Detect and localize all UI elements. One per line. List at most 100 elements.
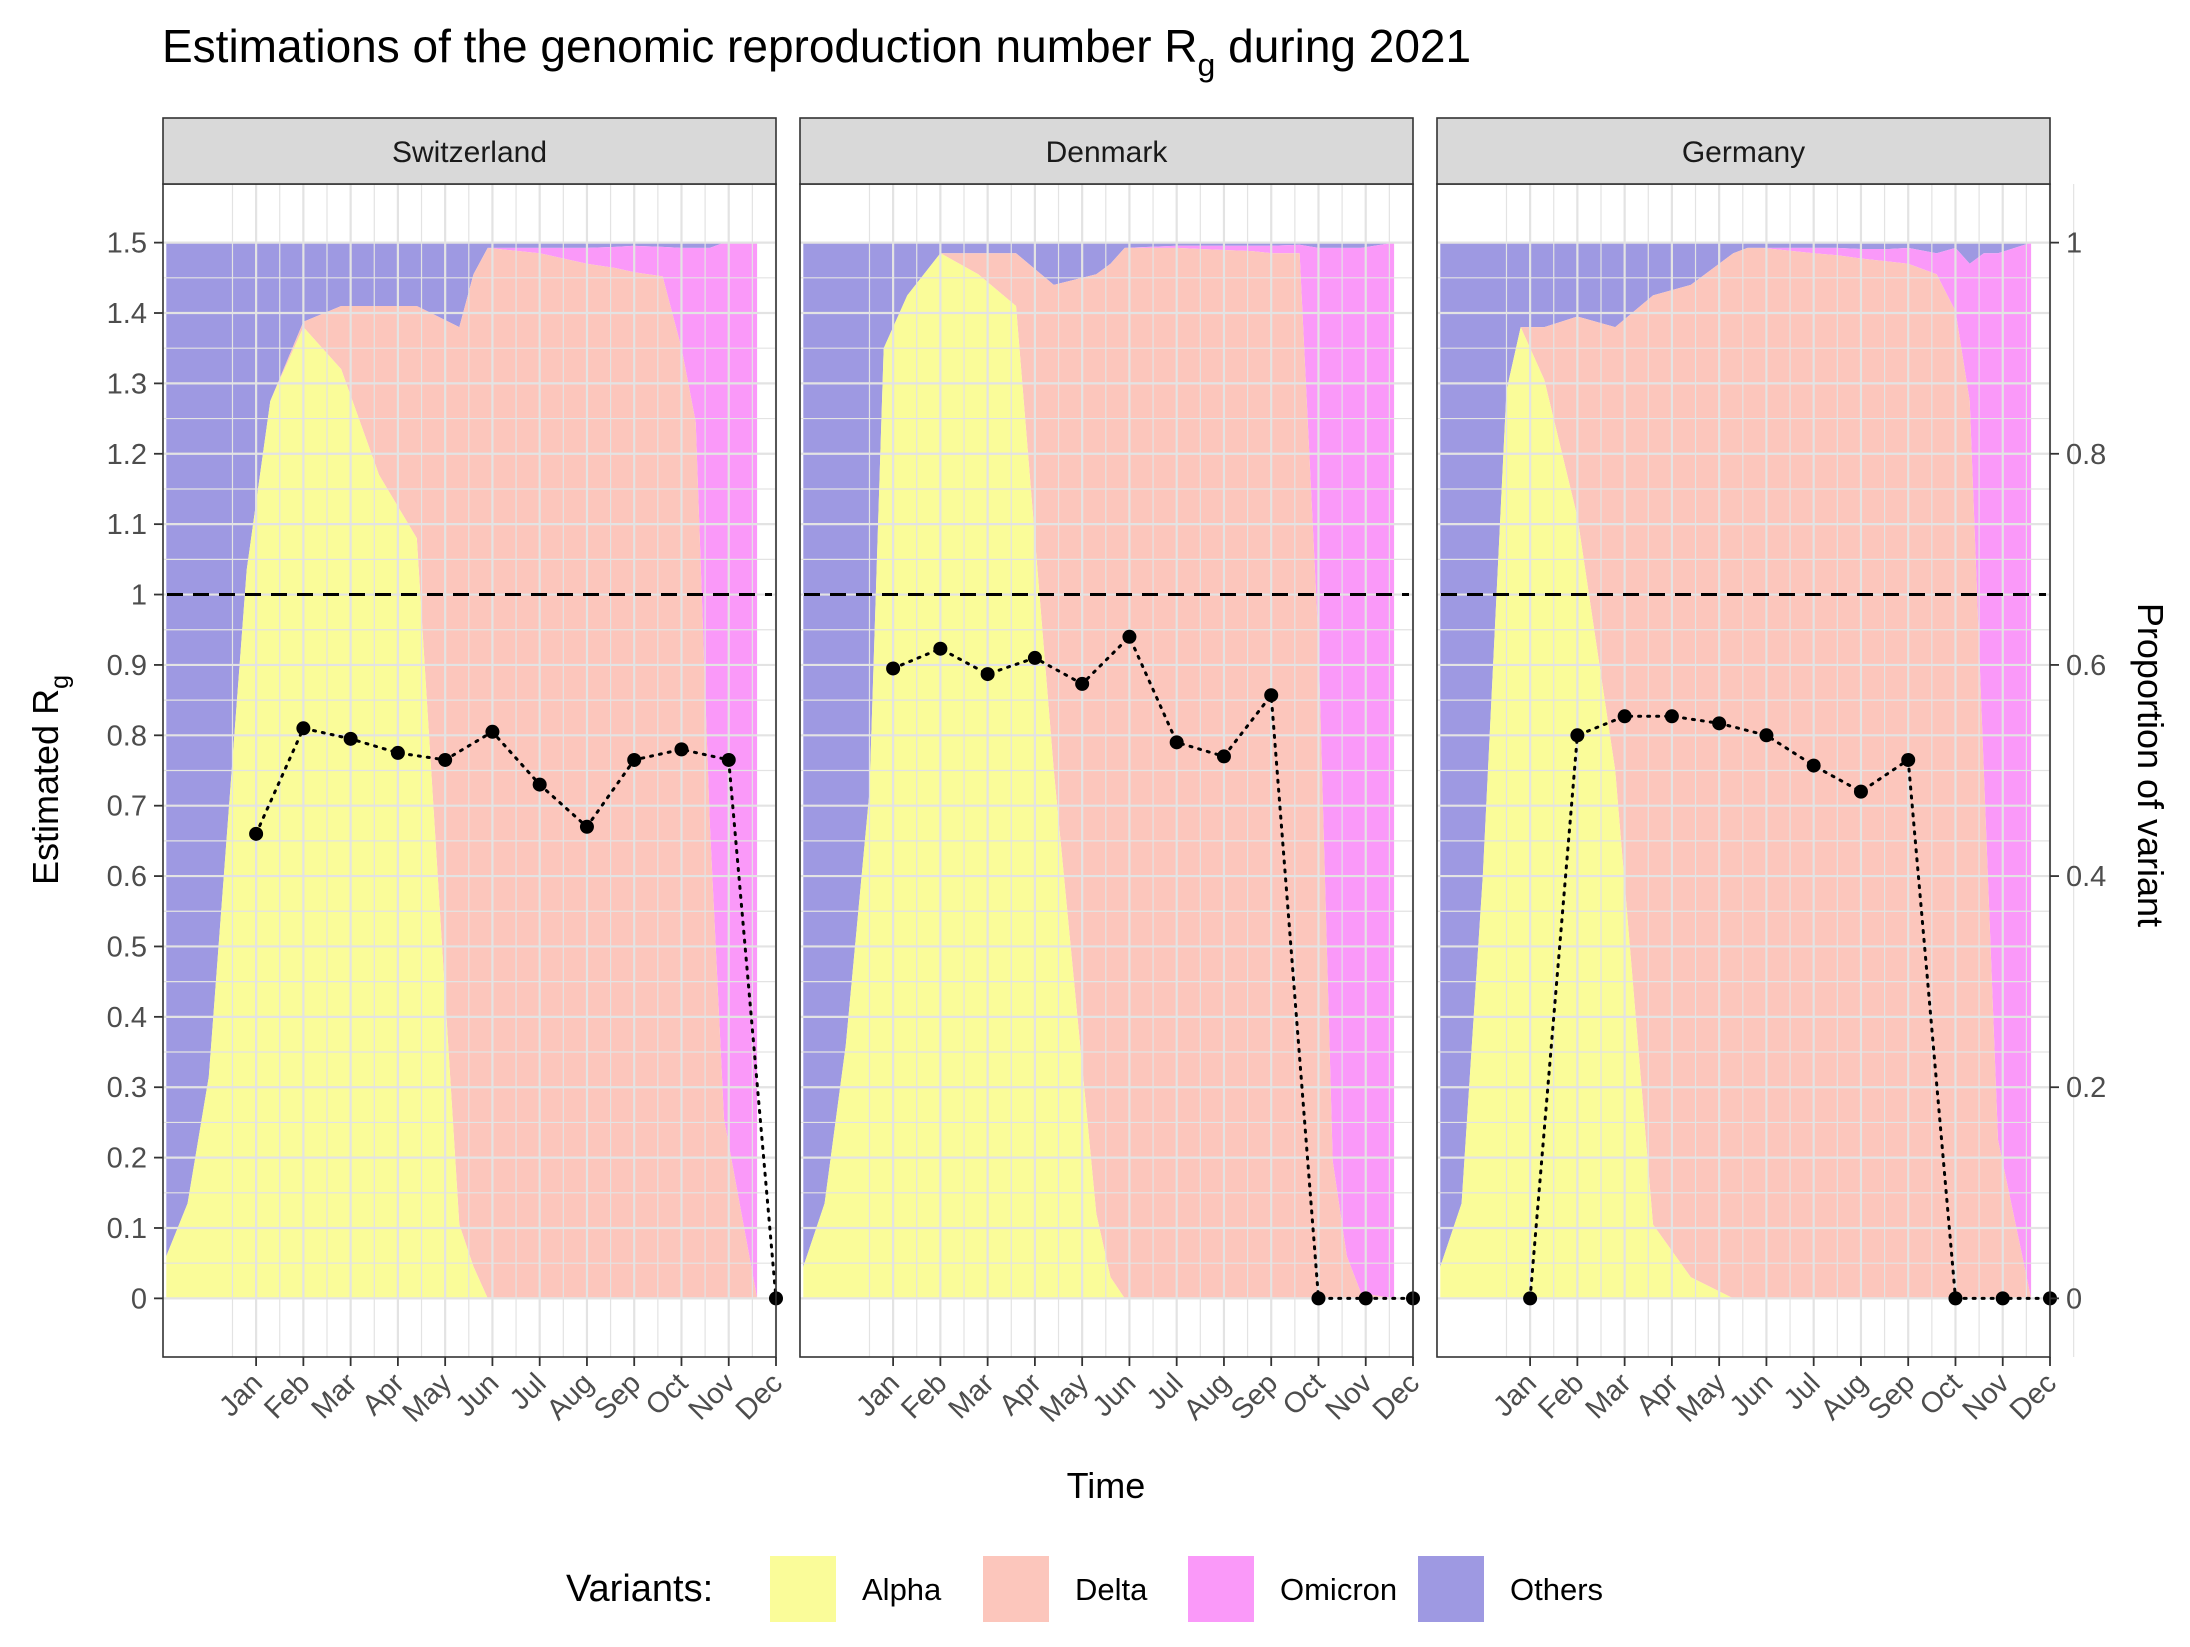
rg-point-feb: [1570, 728, 1585, 743]
facet-strip-label: Denmark: [1046, 136, 1169, 169]
rg-point-feb: [296, 721, 311, 736]
y2-axis-title: Proportion of variant: [2130, 603, 2171, 927]
rg-point-oct: [674, 742, 689, 757]
chart-title-subscript: g: [1198, 47, 1216, 83]
rg-point-apr: [1027, 650, 1042, 665]
panel-grid: [163, 184, 801, 1357]
y-axis-title: Estimated Rg: [25, 675, 74, 885]
rg-point-jan: [886, 661, 901, 676]
y-axis-right: 0 0.2 0.4 0.6 0.8 1: [2050, 228, 2106, 1315]
y2-tick-label: 0: [2066, 1283, 2082, 1315]
y-tick-label: 0.2: [107, 1143, 147, 1175]
area-others: [803, 242, 1395, 1267]
facet-panel-denmark: DenmarkJanFebMarAprMayJunJulAugSepOctNov…: [799, 117, 1438, 1429]
legend-label-others: Others: [1510, 1572, 1603, 1607]
rg-point-sep: [1901, 752, 1916, 767]
rg-point-jan: [249, 826, 264, 841]
facet-strip: [799, 117, 1414, 185]
rg-point-mar: [1617, 709, 1632, 724]
rg-point-jun: [485, 724, 500, 739]
legend-item-alpha: Alpha: [770, 1556, 942, 1622]
area-delta: [166, 247, 758, 1299]
y2-tick-label: 0.2: [2066, 1072, 2106, 1104]
legend-key-others: [1418, 1556, 1484, 1622]
area-alpha: [803, 253, 1395, 1299]
y-tick-label: 1.3: [107, 368, 147, 400]
rg-point-nov: [721, 752, 736, 767]
area-delta: [1440, 247, 2032, 1299]
rg-point-sep: [1264, 688, 1279, 703]
y-tick-label: 0.9: [107, 650, 147, 682]
area-others: [1440, 242, 2032, 1267]
y2-tick-label: 1: [2066, 228, 2082, 260]
legend-key-alpha: [770, 1556, 836, 1622]
y-tick-label: 1.4: [107, 298, 147, 330]
y2-tick-label: 0.6: [2066, 650, 2106, 682]
area-alpha: [166, 327, 758, 1299]
legend-label-omicron: Omicron: [1280, 1572, 1397, 1607]
y-tick-label: 0.1: [107, 1213, 147, 1245]
rg-point-jul: [532, 777, 547, 792]
y-tick-label: 0.5: [107, 931, 147, 963]
facet-strip-label: Germany: [1682, 136, 1805, 169]
facet-strip-label: Switzerland: [392, 136, 547, 169]
panel-grid: [1437, 184, 2075, 1357]
rg-point-jan: [1523, 1291, 1538, 1306]
facet-panel-germany: GermanyJanFebMarAprMayJunJulAugSepOctNov…: [1436, 117, 2075, 1429]
legend: Variants: Alpha Delta Omicron Others: [566, 1556, 1603, 1622]
rg-point-jun: [1759, 728, 1774, 743]
rg-point-aug: [1853, 784, 1868, 799]
y-tick-label: 0: [131, 1283, 147, 1315]
rg-series-line: [1528, 714, 2052, 1300]
chart-title-main: Estimations of the genomic reproduction …: [162, 20, 1198, 72]
y-tick-label: 0.3: [107, 1072, 147, 1104]
legend-item-delta: Delta: [983, 1556, 1148, 1622]
y-axis-title-main: Estimated R: [25, 689, 66, 885]
y-tick-label: 1: [131, 580, 147, 612]
rg-point-may: [438, 752, 453, 767]
facet-strip: [162, 117, 777, 185]
facet-panel-switzerland: SwitzerlandJanFebMarAprMayJunJulAugSepOc…: [162, 117, 801, 1429]
rg-point-apr: [1664, 709, 1679, 724]
x-axis-title: Time: [1067, 1465, 1146, 1506]
y-tick-label: 1.5: [107, 228, 147, 260]
rg-point-may: [1075, 676, 1090, 691]
rg-point-may: [1712, 716, 1727, 731]
y2-tick-label: 0.4: [2066, 861, 2106, 893]
facet-panels: SwitzerlandJanFebMarAprMayJunJulAugSepOc…: [162, 117, 2075, 1429]
rg-point-oct: [1948, 1291, 1963, 1306]
rg-point-sep: [627, 752, 642, 767]
facet-strip: [1436, 117, 2051, 185]
rg-point-feb: [933, 641, 948, 656]
area-alpha: [1440, 327, 2032, 1299]
chart-title-tail: during 2021: [1215, 20, 1471, 72]
rg-series-line: [891, 634, 1415, 1300]
legend-item-omicron: Omicron: [1188, 1556, 1397, 1622]
area-others: [166, 242, 758, 1257]
legend-title: Variants:: [566, 1568, 713, 1610]
rg-series-line: [254, 726, 778, 1300]
rg-point-mar: [343, 731, 358, 746]
rg-point-aug: [1216, 749, 1231, 764]
rg-point-mar: [980, 667, 995, 682]
rg-point-nov: [1358, 1291, 1373, 1306]
chart-title: Estimations of the genomic reproduction …: [162, 20, 1471, 83]
rg-point-jul: [1806, 758, 1821, 773]
y-tick-label: 0.4: [107, 1002, 147, 1034]
rg-point-jun: [1122, 629, 1137, 644]
rg-point-oct: [1311, 1291, 1326, 1306]
legend-label-delta: Delta: [1075, 1572, 1148, 1607]
y-tick-label: 0.6: [107, 861, 147, 893]
legend-key-omicron: [1188, 1556, 1254, 1622]
rg-point-jul: [1169, 735, 1184, 750]
y-tick-label: 1.2: [107, 439, 147, 471]
y-axis-title-subscript: g: [46, 675, 74, 689]
area-delta: [803, 247, 1395, 1299]
y-tick-label: 0.8: [107, 720, 147, 752]
rg-point-nov: [1995, 1291, 2010, 1306]
y-tick-label: 1.1: [107, 509, 147, 541]
legend-label-alpha: Alpha: [862, 1572, 942, 1607]
y2-tick-label: 0.8: [2066, 439, 2106, 471]
